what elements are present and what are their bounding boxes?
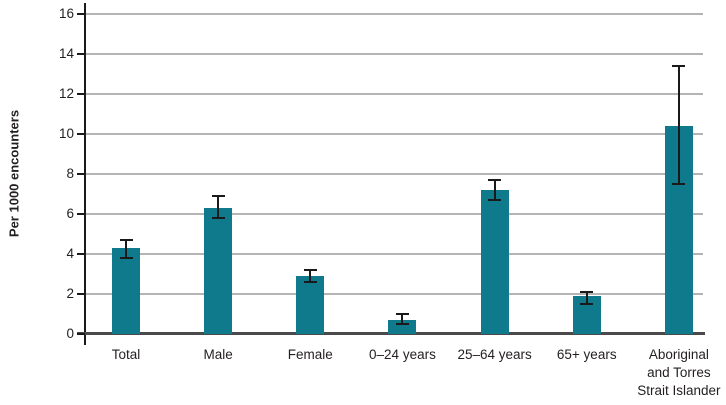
x-tick-label: Total [111,347,141,362]
y-tick-label: 0 [66,326,74,341]
y-tick-label: 8 [66,166,74,181]
error-bar-line [217,196,220,218]
x-tick-label: Aboriginal and Torres Strait Islander [637,347,721,398]
x-tick-label: Female [287,347,333,362]
x-tick-label: 0–24 years [369,347,436,362]
x-tick-label: 65+ years [556,347,617,362]
error-bar-cap-bottom [672,183,686,185]
error-bar-cap-bottom [119,257,133,259]
y-axis-tick [77,333,85,335]
y-tick-label: 6 [66,206,74,221]
y-tick-label: 12 [58,86,74,101]
error-bar-line [585,292,588,304]
error-bar-cap-bottom [303,281,317,283]
error-bar-line [493,180,496,200]
y-axis-tick [77,293,85,295]
bar [204,208,233,334]
error-bar-line [309,270,312,282]
gridline [85,133,703,135]
error-bar-cap-bottom [211,217,225,219]
y-axis-tick [77,213,85,215]
error-bar-cap-top [580,291,594,293]
y-tick-label: 10 [58,126,74,141]
y-tick-label: 2 [66,286,74,301]
y-tick-label: 16 [58,6,74,21]
y-axis-tick [77,53,85,55]
error-bar-cap-top [672,65,686,67]
x-tick-label: Male [203,347,233,362]
error-bar-cap-top [395,313,409,315]
y-axis-tick [77,133,85,135]
gridline [85,93,703,95]
bar [112,248,140,334]
error-bar-cap-top [488,179,502,181]
x-tick-label: 25–64 years [457,347,532,362]
y-tick-label: 14 [58,46,74,61]
gridline [85,213,703,215]
y-axis-line [84,3,86,345]
y-axis-tick [77,253,85,255]
gridline [85,293,703,295]
gridline [85,13,703,15]
error-bar-cap-bottom [488,199,502,201]
gridline [85,173,703,175]
error-bar-cap-top [303,269,317,271]
bar [296,276,325,334]
y-axis-tick [77,173,85,175]
gridline [85,53,703,55]
error-bar-cap-bottom [580,303,594,305]
error-bar-cap-top [119,239,133,241]
error-bar-cap-bottom [395,323,409,325]
bar [480,190,509,334]
bar [388,320,417,334]
y-axis-tick [77,93,85,95]
error-bar-line [677,66,680,184]
error-bar-cap-top [211,195,225,197]
y-axis-tick [77,13,85,15]
error-bar-line [125,240,127,258]
gridline [85,253,703,255]
y-tick-label: 4 [66,246,74,261]
error-bar-line [401,314,404,324]
